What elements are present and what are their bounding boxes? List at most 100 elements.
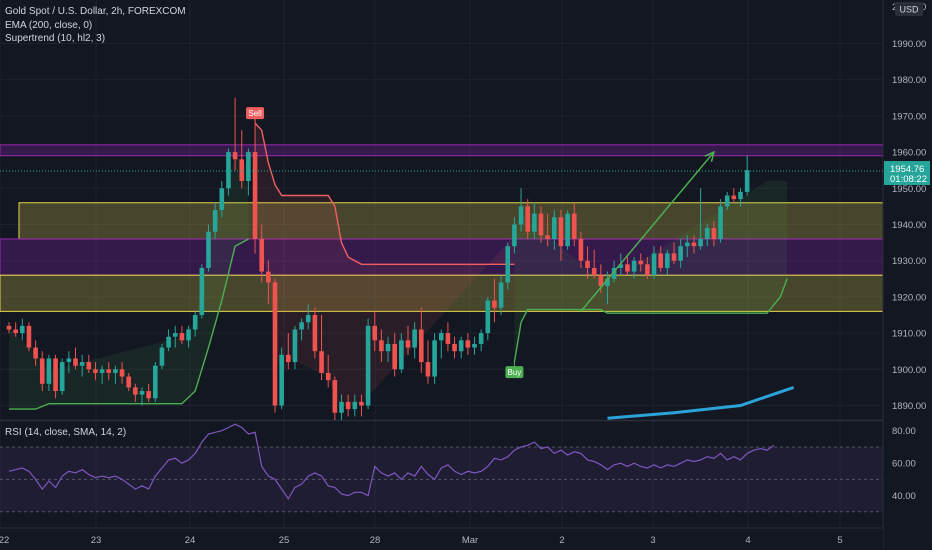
candle-body (319, 351, 324, 373)
candle-body (685, 242, 690, 247)
support-resistance-zones[interactable] (0, 144, 884, 312)
candle-body (478, 333, 484, 344)
candle-body (66, 358, 72, 363)
time-axis[interactable]: 22 23 24 25 28 Mar 2 3 4 5 (0, 527, 883, 550)
candle-body (598, 275, 604, 287)
candle-body (119, 369, 125, 377)
supertrend-down-line (254, 122, 515, 265)
candle-body (299, 322, 304, 330)
price-tick-label: 1950.00 (892, 184, 926, 195)
candle-body (485, 300, 491, 334)
candle-body (26, 325, 32, 348)
time-tick-label: Mar (462, 535, 478, 546)
symbol-title[interactable]: Gold Spot / U.S. Dollar, 2h, FOREXCOM (5, 6, 186, 17)
last-price-badge (884, 161, 930, 186)
candle-body (39, 358, 45, 384)
supertrend-down-line-fill (255, 123, 515, 408)
rsi-pane (0, 423, 883, 513)
candle-body (239, 159, 245, 182)
ema-legend-item[interactable]: EMA (200, close, 0) (5, 19, 93, 31)
candle-body (133, 387, 138, 395)
supertrend-up-line (9, 238, 249, 410)
candle-body (571, 213, 577, 239)
candle-body (425, 362, 431, 377)
supertrend-signal-markers: Sell Buy (246, 107, 524, 379)
rsi-legend-item[interactable]: RSI (14, close, SMA, 14, 2) (5, 427, 127, 438)
candle-body (618, 264, 624, 268)
candle-body (525, 206, 530, 232)
price-tick-label: 1980.00 (892, 75, 926, 86)
candle-body (113, 369, 118, 373)
candle-body (631, 260, 637, 272)
candle-body (744, 170, 750, 192)
candle-body (79, 362, 85, 366)
candle-body (46, 358, 52, 384)
price-axis-background (883, 0, 932, 550)
purple-zone (0, 144, 884, 157)
price-axis[interactable]: 1890.00 1900.00 1910.00 1920.00 1930.00 1940.… (882, 0, 932, 550)
candle-body (419, 329, 424, 363)
candle-body (73, 358, 78, 366)
candle-body (359, 401, 364, 406)
time-tick-label: 3 (650, 535, 655, 546)
time-tick-label: 28 (370, 535, 381, 546)
candle-body (179, 333, 185, 341)
candle-body (671, 253, 677, 261)
rsi-line (8, 423, 775, 500)
candle-body (518, 206, 524, 225)
price-tick-label: 1990.00 (892, 39, 926, 50)
bar-countdown: 01:08:22 (890, 174, 927, 185)
candle-body (638, 260, 644, 265)
candle-body (605, 278, 610, 287)
ema-line (607, 385, 795, 420)
candle-body (6, 325, 12, 330)
candle-body (558, 217, 564, 247)
candle-body (392, 343, 397, 370)
candle-body (99, 369, 105, 373)
candle-body (153, 365, 158, 399)
candle-body (379, 340, 384, 352)
candle-body (512, 224, 517, 247)
candle-body (399, 340, 404, 370)
candle-body (332, 380, 338, 413)
candle-body (246, 152, 251, 182)
candle-body (206, 231, 211, 268)
candle-body (405, 340, 411, 348)
candle-body (226, 152, 231, 189)
candle-body (505, 246, 511, 283)
candle-body (259, 238, 264, 272)
candle-body (86, 362, 92, 370)
rsi-tick-label: 60.00 (892, 459, 916, 470)
candle-body (126, 376, 131, 388)
price-tick-label: 1900.00 (892, 365, 926, 376)
candle-body (53, 358, 58, 392)
yellow-zone (0, 274, 884, 312)
candle-body (106, 369, 112, 373)
candle-body (312, 315, 318, 352)
candle-body (678, 246, 683, 261)
candle-body (625, 264, 630, 272)
candle-body (698, 238, 703, 247)
currency-badge-box (895, 2, 923, 16)
trend-arrow-drawing[interactable] (580, 150, 716, 312)
candle-body (166, 336, 171, 348)
supertrend-up-line (513, 278, 788, 363)
time-tick-label: 2 (559, 535, 564, 546)
candle-body (452, 343, 457, 352)
supertrend-legend-item[interactable]: Supertrend (10, hl2, 3) (5, 33, 106, 44)
candle-body (172, 333, 178, 337)
candle-body (552, 217, 557, 239)
candle-body (645, 264, 650, 276)
ema-200-line (607, 385, 795, 420)
candle-body (33, 347, 38, 359)
candle-body (199, 267, 205, 315)
candle-body (252, 152, 258, 239)
sell-label-box (246, 107, 265, 120)
yellow-zone (18, 202, 884, 240)
candle-body (445, 333, 451, 344)
candle-body (724, 195, 730, 207)
candle-body (93, 369, 98, 373)
candle-body (192, 315, 198, 330)
candle-body (711, 228, 717, 239)
